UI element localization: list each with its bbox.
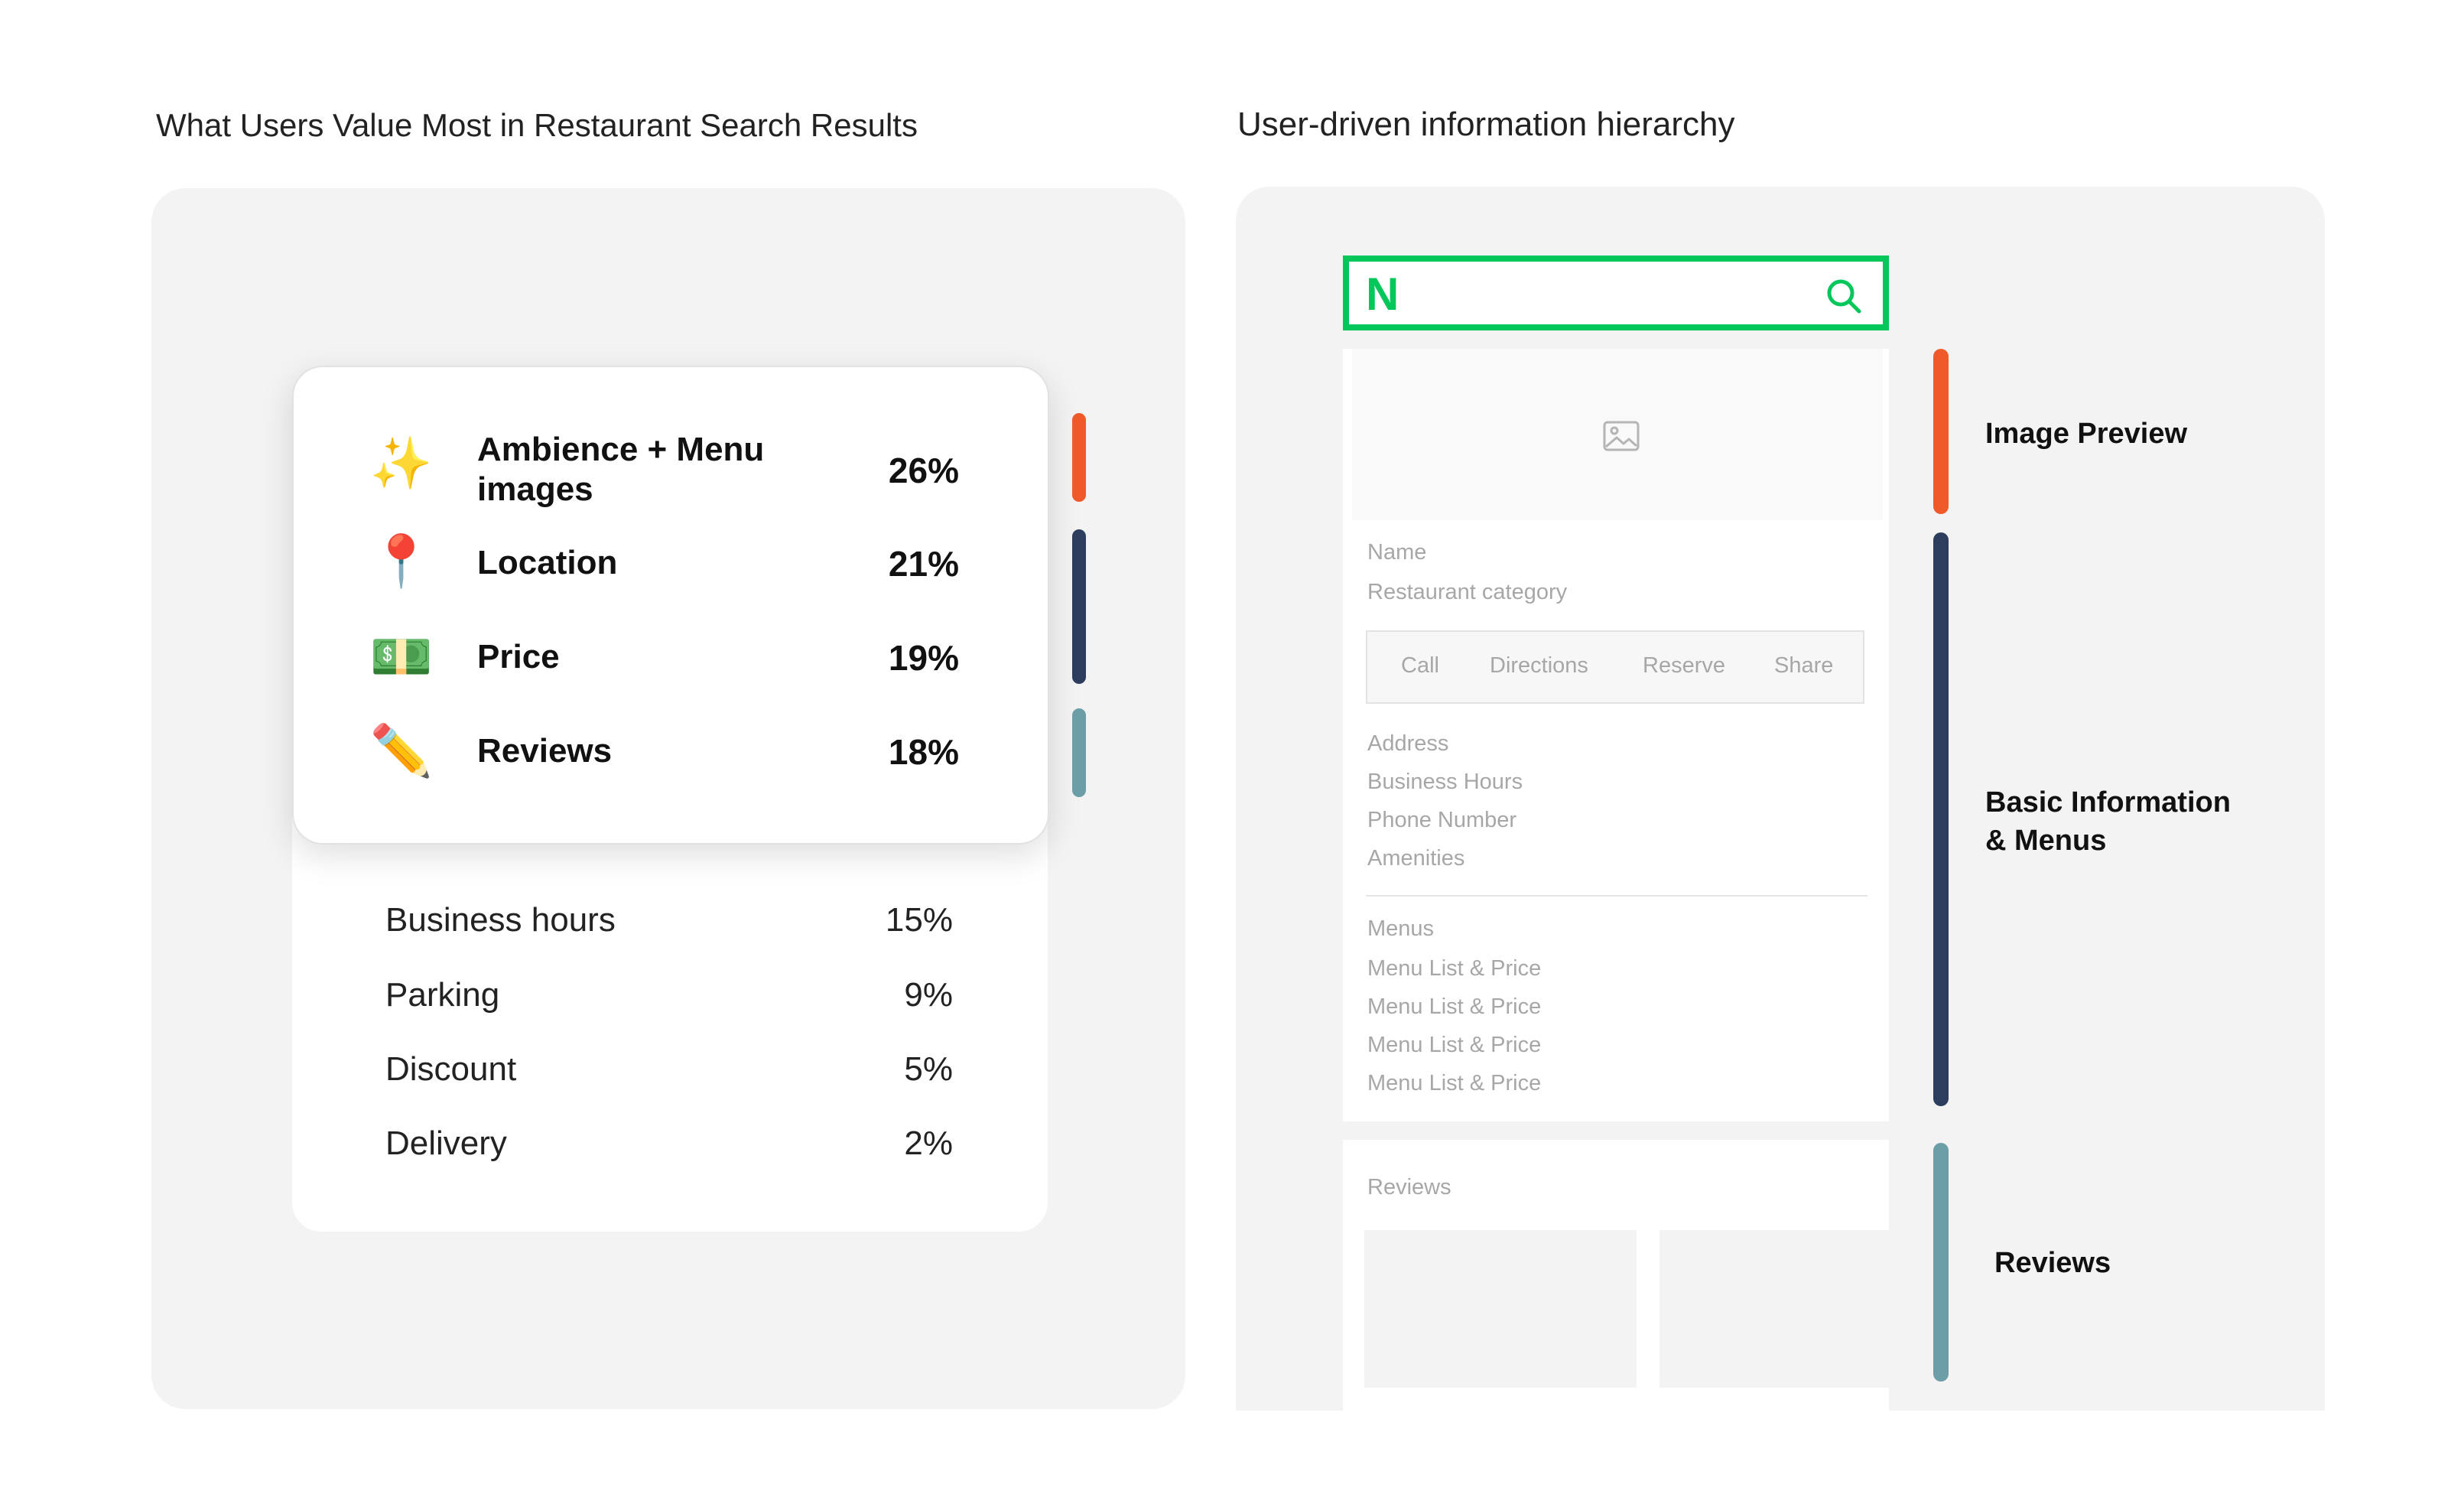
business-hours-field: Business Hours (1367, 770, 1523, 794)
legend-bar-reviews (1072, 708, 1086, 797)
pushpin-icon: 📍 (369, 532, 434, 589)
restaurant-name: Name (1367, 540, 1427, 565)
hierarchy-label-basic-info: Basic Information (1985, 786, 2231, 819)
list-item-percent: 5% (904, 1050, 953, 1088)
list-item-percent: 15% (885, 901, 953, 939)
reserve-button[interactable]: Reserve (1643, 653, 1725, 678)
hierarchy-label-menus: & Menus (1985, 825, 2107, 857)
list-item-label: Parking (385, 976, 500, 1014)
review-thumbnail (1364, 1230, 1637, 1388)
top-item-label: Location (477, 544, 618, 581)
amenities-field: Amenities (1367, 846, 1465, 871)
top-item-percent: 21% (888, 544, 959, 584)
list-item-label: Business hours (385, 901, 616, 939)
call-button[interactable]: Call (1401, 653, 1439, 678)
hierarchy-bar-image-preview (1933, 349, 1949, 514)
list-item-percent: 2% (904, 1125, 953, 1162)
menu-item: Menu List & Price (1367, 1071, 1542, 1095)
sparkles-icon: ✨ (369, 435, 434, 491)
top-item-label: Reviews (477, 732, 613, 770)
left-section-title: What Users Value Most in Restaurant Sear… (156, 107, 918, 143)
legend-bar-basic-info (1072, 529, 1086, 684)
top-item-percent: 19% (888, 638, 959, 678)
phone-number-field: Phone Number (1367, 808, 1517, 832)
hierarchy-label-image-preview: Image Preview (1985, 418, 2188, 450)
menu-item: Menu List & Price (1367, 956, 1542, 981)
list-item: Discount 5% (292, 1050, 1048, 1096)
list-item: Delivery 2% (292, 1125, 1048, 1170)
search-icon[interactable] (1825, 277, 1863, 315)
image-icon (1603, 421, 1640, 451)
menus-label: Menus (1367, 916, 1435, 941)
reviews-section-label: Reviews (1367, 1175, 1451, 1199)
list-item-label: Delivery (385, 1125, 507, 1162)
top-item-label: Ambience + Menu images (477, 431, 765, 508)
money-icon: 💵 (369, 628, 434, 685)
list-item-percent: 9% (904, 976, 953, 1014)
address-field: Address (1367, 731, 1449, 756)
menu-item: Menu List & Price (1367, 1033, 1542, 1057)
image-preview-placeholder (1352, 349, 1883, 520)
action-buttons: Call Directions Reserve Share (1366, 630, 1864, 704)
legend-bar-image-preview (1072, 413, 1086, 502)
list-item: Business hours 15% (292, 901, 1048, 947)
top-item-label: Price (477, 638, 560, 675)
share-button[interactable]: Share (1774, 653, 1834, 678)
divider (1366, 895, 1868, 897)
list-item: Parking 9% (292, 976, 1048, 1022)
top-item-percent: 26% (888, 451, 959, 490)
hierarchy-label-reviews: Reviews (1994, 1247, 2111, 1279)
review-thumbnail (1659, 1230, 1889, 1388)
hierarchy-bar-basic-info (1933, 532, 1949, 1106)
list-item-label: Discount (385, 1050, 517, 1088)
right-section-title: User-driven information hierarchy (1237, 106, 1735, 143)
top-item-percent: 18% (888, 732, 959, 772)
pencil-icon: ✏️ (369, 722, 434, 779)
top-factors-card: ✨ Ambience + Menu images 26% 📍 Location … (292, 366, 1049, 845)
naver-logo: N (1366, 269, 1399, 320)
menu-item: Menu List & Price (1367, 994, 1542, 1019)
hierarchy-bar-reviews (1933, 1143, 1949, 1382)
directions-button[interactable]: Directions (1490, 653, 1588, 678)
search-bar[interactable]: N (1343, 256, 1889, 330)
restaurant-category: Restaurant category (1367, 580, 1568, 604)
